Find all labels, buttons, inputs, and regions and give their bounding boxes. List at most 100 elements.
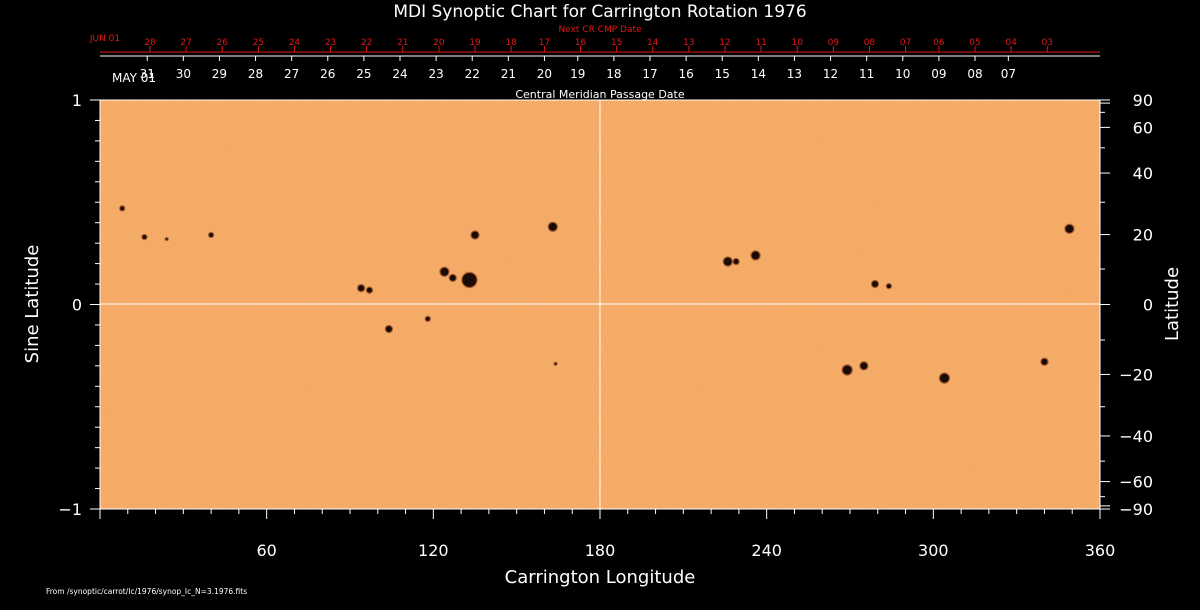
y-axis-right: 90 60 40 20 0 −20 −40 −60 −90	[1100, 91, 1153, 519]
sunspot	[554, 362, 557, 365]
next-cr-date-label: 19	[469, 38, 481, 48]
next-cr-date-label: 15	[611, 38, 622, 48]
cmp-date-label: 20	[537, 67, 552, 81]
next-cr-date-label: 11	[755, 38, 766, 48]
next-cr-date-label: 21	[397, 38, 408, 48]
cmp-date-label: 15	[715, 67, 730, 81]
y-right-tick-label: 0	[1143, 296, 1153, 315]
y-right-tick-label: −40	[1119, 427, 1153, 446]
next-cr-date-label: 25	[253, 38, 264, 48]
x-axis-label: Carrington Longitude	[505, 567, 696, 588]
next-cr-date-label: 12	[719, 38, 730, 48]
next-cr-date-label: 04	[1005, 38, 1017, 48]
chart-title: MDI Synoptic Chart for Carrington Rotati…	[393, 2, 806, 22]
next-cr-date-label: 08	[864, 38, 876, 48]
sunspot-layer	[119, 205, 1075, 384]
x-axis: 60 120 180 240 300 360	[99, 509, 1116, 560]
source-footnote: From /synoptic/carrot/Ic/1976/synop_Ic_N…	[46, 587, 247, 596]
next-cr-date-label: 23	[325, 38, 336, 48]
cmp-date-label: 13	[787, 67, 802, 81]
sunspot	[872, 281, 878, 288]
y-axis-left-label: Sine Latitude	[22, 245, 43, 364]
sunspot	[385, 326, 392, 333]
cmp-date-label: 31	[140, 67, 155, 81]
cmp-date-label: 12	[823, 67, 838, 81]
next-cr-date-label: 16	[575, 38, 587, 48]
next-cr-date-label: 20	[433, 38, 445, 48]
cmp-date-label: 30	[176, 67, 191, 81]
y-right-tick-label: −90	[1119, 500, 1153, 519]
next-cr-date-label: 03	[1041, 38, 1052, 48]
cmp-date-label: 07	[1001, 67, 1016, 81]
cmp-date-label: 26	[320, 67, 335, 81]
next-cr-date-label: 24	[289, 38, 301, 48]
sunspot	[842, 365, 852, 375]
cmp-date-label: 22	[465, 67, 480, 81]
sunspot	[462, 272, 477, 287]
next-cr-date-label: 10	[791, 38, 803, 48]
next-cr-date-label: 13	[683, 38, 694, 48]
sunspot	[1065, 224, 1074, 233]
next-cr-date-label: 05	[969, 38, 980, 48]
y-axis-left: 1 0 −1	[58, 91, 100, 519]
cmp-date-label: 23	[428, 67, 443, 81]
sunspot	[939, 373, 949, 383]
next-cr-date-label: 06	[933, 38, 945, 48]
x-tick-label: 240	[751, 541, 782, 560]
next-cr-axis-title: Next CR CMP Date	[558, 25, 642, 35]
sunspot	[751, 251, 760, 260]
cmp-date-label: 29	[212, 67, 227, 81]
next-cr-date-label: 14	[647, 38, 659, 48]
sunspot	[425, 316, 430, 321]
y-right-tick-label: 40	[1133, 164, 1153, 183]
next-cr-date-label: 18	[505, 38, 517, 48]
cmp-date-label: 27	[284, 67, 299, 81]
sunspot	[860, 362, 868, 370]
cmp-date-label: 21	[501, 67, 516, 81]
cmp-date-label: 09	[931, 67, 946, 81]
next-cr-date-label: 17	[539, 38, 550, 48]
cmp-date-label: 08	[967, 67, 982, 81]
x-tick-label: 300	[918, 541, 949, 560]
cmp-date-label: 19	[570, 67, 585, 81]
x-tick-label: 120	[418, 541, 449, 560]
cmp-date-label: 10	[895, 67, 910, 81]
next-cr-date-label: 07	[900, 38, 911, 48]
next-cr-date-label: 22	[361, 38, 372, 48]
sunspot	[209, 232, 214, 237]
sunspot	[886, 284, 891, 289]
next-cr-date-label: 26	[216, 38, 228, 48]
cmp-date-label: 24	[392, 67, 407, 81]
cmp-axis-title: Central Meridian Passage Date	[515, 88, 684, 101]
next-cr-start-label: JUN 01	[89, 34, 120, 44]
cmp-start-label: MAY 01	[112, 71, 156, 85]
y-right-tick-label: −20	[1119, 365, 1153, 384]
sunspot	[142, 235, 147, 240]
y-left-tick-label: 1	[72, 91, 82, 110]
y-left-tick-label: −1	[58, 500, 82, 519]
y-right-tick-label: 60	[1133, 118, 1153, 137]
y-right-tick-label: 90	[1133, 91, 1153, 110]
sunspot	[449, 274, 456, 281]
cmp-date-label: 16	[678, 67, 693, 81]
cmp-date-label: 11	[859, 67, 874, 81]
next-cr-date-label: 27	[180, 38, 191, 48]
x-tick-label: 60	[256, 541, 276, 560]
sunspot	[358, 285, 365, 292]
next-cr-date-label: 09	[828, 38, 840, 48]
sunspot	[1041, 358, 1048, 365]
next-cr-date-label: 28	[144, 38, 156, 48]
y-left-tick-label: 0	[72, 296, 82, 315]
next-cr-axis: Next CR CMP Date JUN 01 28 27 26 25 24 23 22 21…	[89, 25, 1100, 53]
cmp-date-label: 18	[606, 67, 621, 81]
x-tick-label: 360	[1085, 541, 1116, 560]
sunspot	[723, 257, 732, 266]
plot-area	[99, 99, 1101, 510]
cmp-date-axis: MAY 01 31 30 29 28 27 26 25 24 23 22 21 20 19 18 17 16 1…	[100, 55, 1100, 101]
sunspot	[471, 231, 479, 239]
y-right-tick-label: 20	[1133, 226, 1153, 245]
cmp-date-label: 17	[642, 67, 657, 81]
cmp-date-label: 25	[356, 67, 371, 81]
sunspot	[366, 287, 372, 293]
